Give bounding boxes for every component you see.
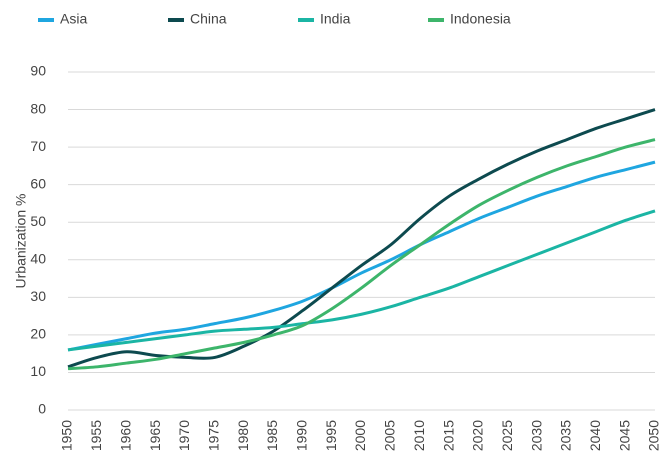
x-tick-label: 2035 xyxy=(558,420,574,451)
y-tick-label: 10 xyxy=(30,363,46,379)
x-tick-label: 2000 xyxy=(352,420,368,451)
x-tick-label: 1990 xyxy=(294,420,310,451)
x-tick-label: 1950 xyxy=(59,420,75,451)
x-tick-label: 1985 xyxy=(264,420,280,451)
x-tick-label: 1975 xyxy=(205,420,221,451)
x-tick-label: 2015 xyxy=(440,420,456,451)
x-tick-label: 2005 xyxy=(382,420,398,451)
x-tick-label: 2010 xyxy=(411,420,427,451)
legend-label: India xyxy=(320,11,351,27)
y-tick-label: 70 xyxy=(30,138,46,154)
x-tick-label: 1995 xyxy=(323,420,339,451)
legend-label: China xyxy=(190,11,227,27)
x-tick-label: 2025 xyxy=(499,420,515,451)
x-tick-label: 2030 xyxy=(528,420,544,451)
x-tick-label: 1965 xyxy=(147,420,163,451)
y-tick-label: 40 xyxy=(30,250,46,266)
y-tick-label: 80 xyxy=(30,100,46,116)
line xyxy=(67,209,656,352)
y-tick-label: 20 xyxy=(30,326,46,342)
y-tick-label: 50 xyxy=(30,213,46,229)
y-tick-label: 90 xyxy=(30,63,46,79)
y-axis-label: Urbanization % xyxy=(13,194,29,289)
y-tick-label: 30 xyxy=(30,288,46,304)
x-tick-label: 2050 xyxy=(646,420,662,451)
x-tick-label: 1970 xyxy=(176,420,192,451)
legend-label: Indonesia xyxy=(450,11,511,27)
x-tick-label: 1980 xyxy=(235,420,251,451)
line xyxy=(67,138,656,371)
x-tick-label: 2040 xyxy=(587,420,603,451)
x-tick-label: 2045 xyxy=(616,420,632,451)
y-tick-label: 60 xyxy=(30,175,46,191)
line xyxy=(67,108,656,369)
x-tick-label: 2020 xyxy=(470,420,486,451)
line xyxy=(67,160,656,352)
x-tick-label: 1960 xyxy=(117,420,133,451)
x-tick-label: 1955 xyxy=(88,420,104,451)
legend-label: Asia xyxy=(60,11,87,27)
y-tick-label: 0 xyxy=(38,401,46,417)
